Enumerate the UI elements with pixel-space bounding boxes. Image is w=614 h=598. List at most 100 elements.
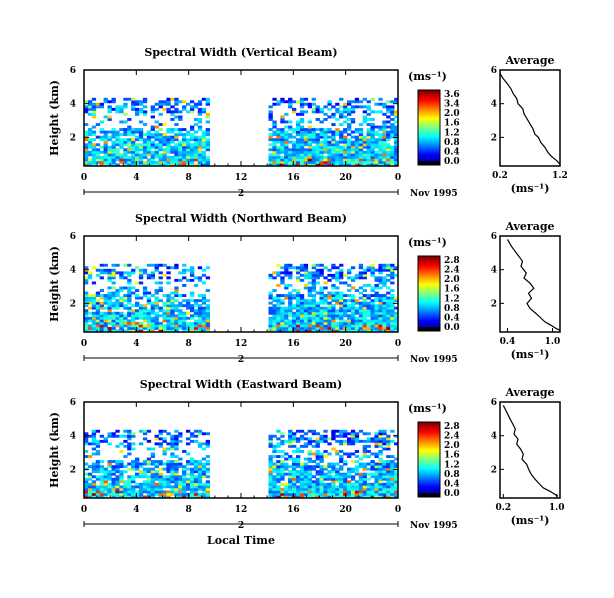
heatmap-cell: [370, 306, 375, 310]
colorbar-swatch: [418, 257, 440, 261]
heatmap-cell: [374, 472, 379, 476]
heatmap-cell: [362, 492, 367, 496]
heatmap-cell: [146, 311, 152, 315]
heatmap-cell: [158, 102, 163, 106]
colorbar-swatch: [418, 423, 440, 427]
heatmap-cell: [374, 442, 379, 446]
heatmap-cell: [292, 296, 297, 300]
heatmap-cell: [276, 145, 281, 149]
heatmap-cell: [268, 455, 273, 458]
heatmap-cell: [272, 120, 277, 124]
profile-title: Average: [504, 54, 554, 67]
heatmap-cell: [272, 480, 277, 484]
heatmap-cell: [284, 112, 289, 116]
heatmap-cell: [307, 477, 312, 481]
heatmap-cell: [158, 492, 163, 496]
heatmap-cell: [142, 316, 148, 320]
heatmap-cell: [142, 153, 148, 157]
heatmap-cell: [111, 467, 116, 471]
heatmap-cell: [193, 487, 199, 491]
heatmap-cell: [205, 319, 210, 323]
heatmap-cell: [201, 326, 207, 330]
colorbar-label: (ms⁻¹): [408, 402, 447, 415]
heatmap-cell: [115, 140, 120, 144]
heatmap-cell: [280, 321, 285, 325]
colorbar-swatch: [418, 470, 440, 474]
heatmap-cell: [303, 482, 309, 486]
heatmap-cell: [292, 304, 297, 308]
heatmap-cell: [154, 268, 159, 272]
heatmap-cell: [146, 475, 152, 479]
heatmap-cell: [158, 276, 163, 280]
heatmap-cell: [335, 316, 340, 320]
heatmap-cell: [158, 148, 163, 152]
heatmap-cell: [131, 442, 136, 446]
heatmap-cell: [323, 475, 328, 479]
heatmap-cell: [103, 158, 108, 162]
heatmap-cell: [154, 266, 159, 270]
heatmap-cell: [170, 314, 175, 318]
heatmap-cell: [87, 143, 93, 147]
heatmap-cell: [111, 286, 116, 290]
heatmap-cell: [174, 150, 179, 154]
heatmap-cell: [311, 480, 316, 484]
heatmap-cell: [335, 145, 340, 149]
heatmap-cell: [107, 153, 112, 157]
heatmap-cell: [374, 480, 379, 484]
heatmap-cell: [299, 100, 305, 104]
heatmap-cell: [390, 158, 395, 162]
heatmap-cell: [311, 286, 316, 290]
heatmap-cell: [303, 319, 309, 323]
heatmap-cell: [268, 492, 273, 496]
heatmap-cell: [123, 286, 128, 290]
heatmap-cell: [350, 304, 356, 308]
heatmap-cell: [186, 110, 191, 114]
heatmap-cell: [276, 460, 281, 463]
heatmap-cell: [311, 309, 316, 313]
heatmap-cell: [119, 475, 124, 479]
heatmap-cell: [296, 485, 301, 489]
heatmap-cell: [135, 110, 140, 114]
heatmap-cell: [154, 326, 159, 330]
heatmap-cell: [182, 276, 187, 280]
heatmap-cell: [174, 477, 179, 481]
heatmap-cell: [127, 286, 132, 290]
heatmap-cell: [154, 291, 159, 295]
heatmap-cell: [315, 107, 320, 111]
heatmap-cell: [127, 97, 132, 101]
heatmap-cell: [268, 296, 273, 300]
heatmap-cell: [162, 450, 167, 453]
colorbar-swatch: [418, 256, 440, 259]
heatmap-cell: [95, 439, 101, 443]
heatmap-cell: [366, 306, 371, 310]
heatmap-cell: [343, 148, 348, 152]
heatmap-cell: [174, 110, 179, 114]
heatmap-cell: [186, 472, 191, 476]
heatmap-cell: [354, 130, 360, 134]
heatmap-cell: [288, 319, 293, 323]
heatmap-cell: [319, 145, 324, 149]
heatmap-cell: [319, 324, 324, 328]
heatmap-cell: [87, 100, 93, 104]
heatmap-cell: [276, 309, 281, 313]
heatmap-cell: [331, 304, 336, 308]
heatmap-cell: [91, 150, 97, 154]
heatmap-cell: [162, 148, 167, 152]
heatmap-cell: [331, 329, 336, 333]
heatmap-cell: [307, 304, 312, 308]
heatmap-cell: [193, 105, 199, 109]
heatmap-cell: [178, 309, 183, 313]
heatmap-cell: [386, 296, 391, 300]
heatmap-cell: [95, 492, 101, 496]
heatmap-cell: [303, 97, 309, 101]
colorbar-swatch: [418, 267, 440, 270]
heatmap-cell: [193, 299, 199, 303]
heatmap-cell: [182, 263, 187, 267]
heatmap-cell: [331, 309, 336, 313]
heatmap-cell: [319, 460, 324, 463]
heatmap-cell: [205, 321, 210, 325]
heatmap-cell: [150, 326, 155, 330]
heatmap-cell: [366, 439, 371, 443]
heatmap-cell: [146, 470, 152, 474]
heatmap-cell: [347, 123, 352, 126]
